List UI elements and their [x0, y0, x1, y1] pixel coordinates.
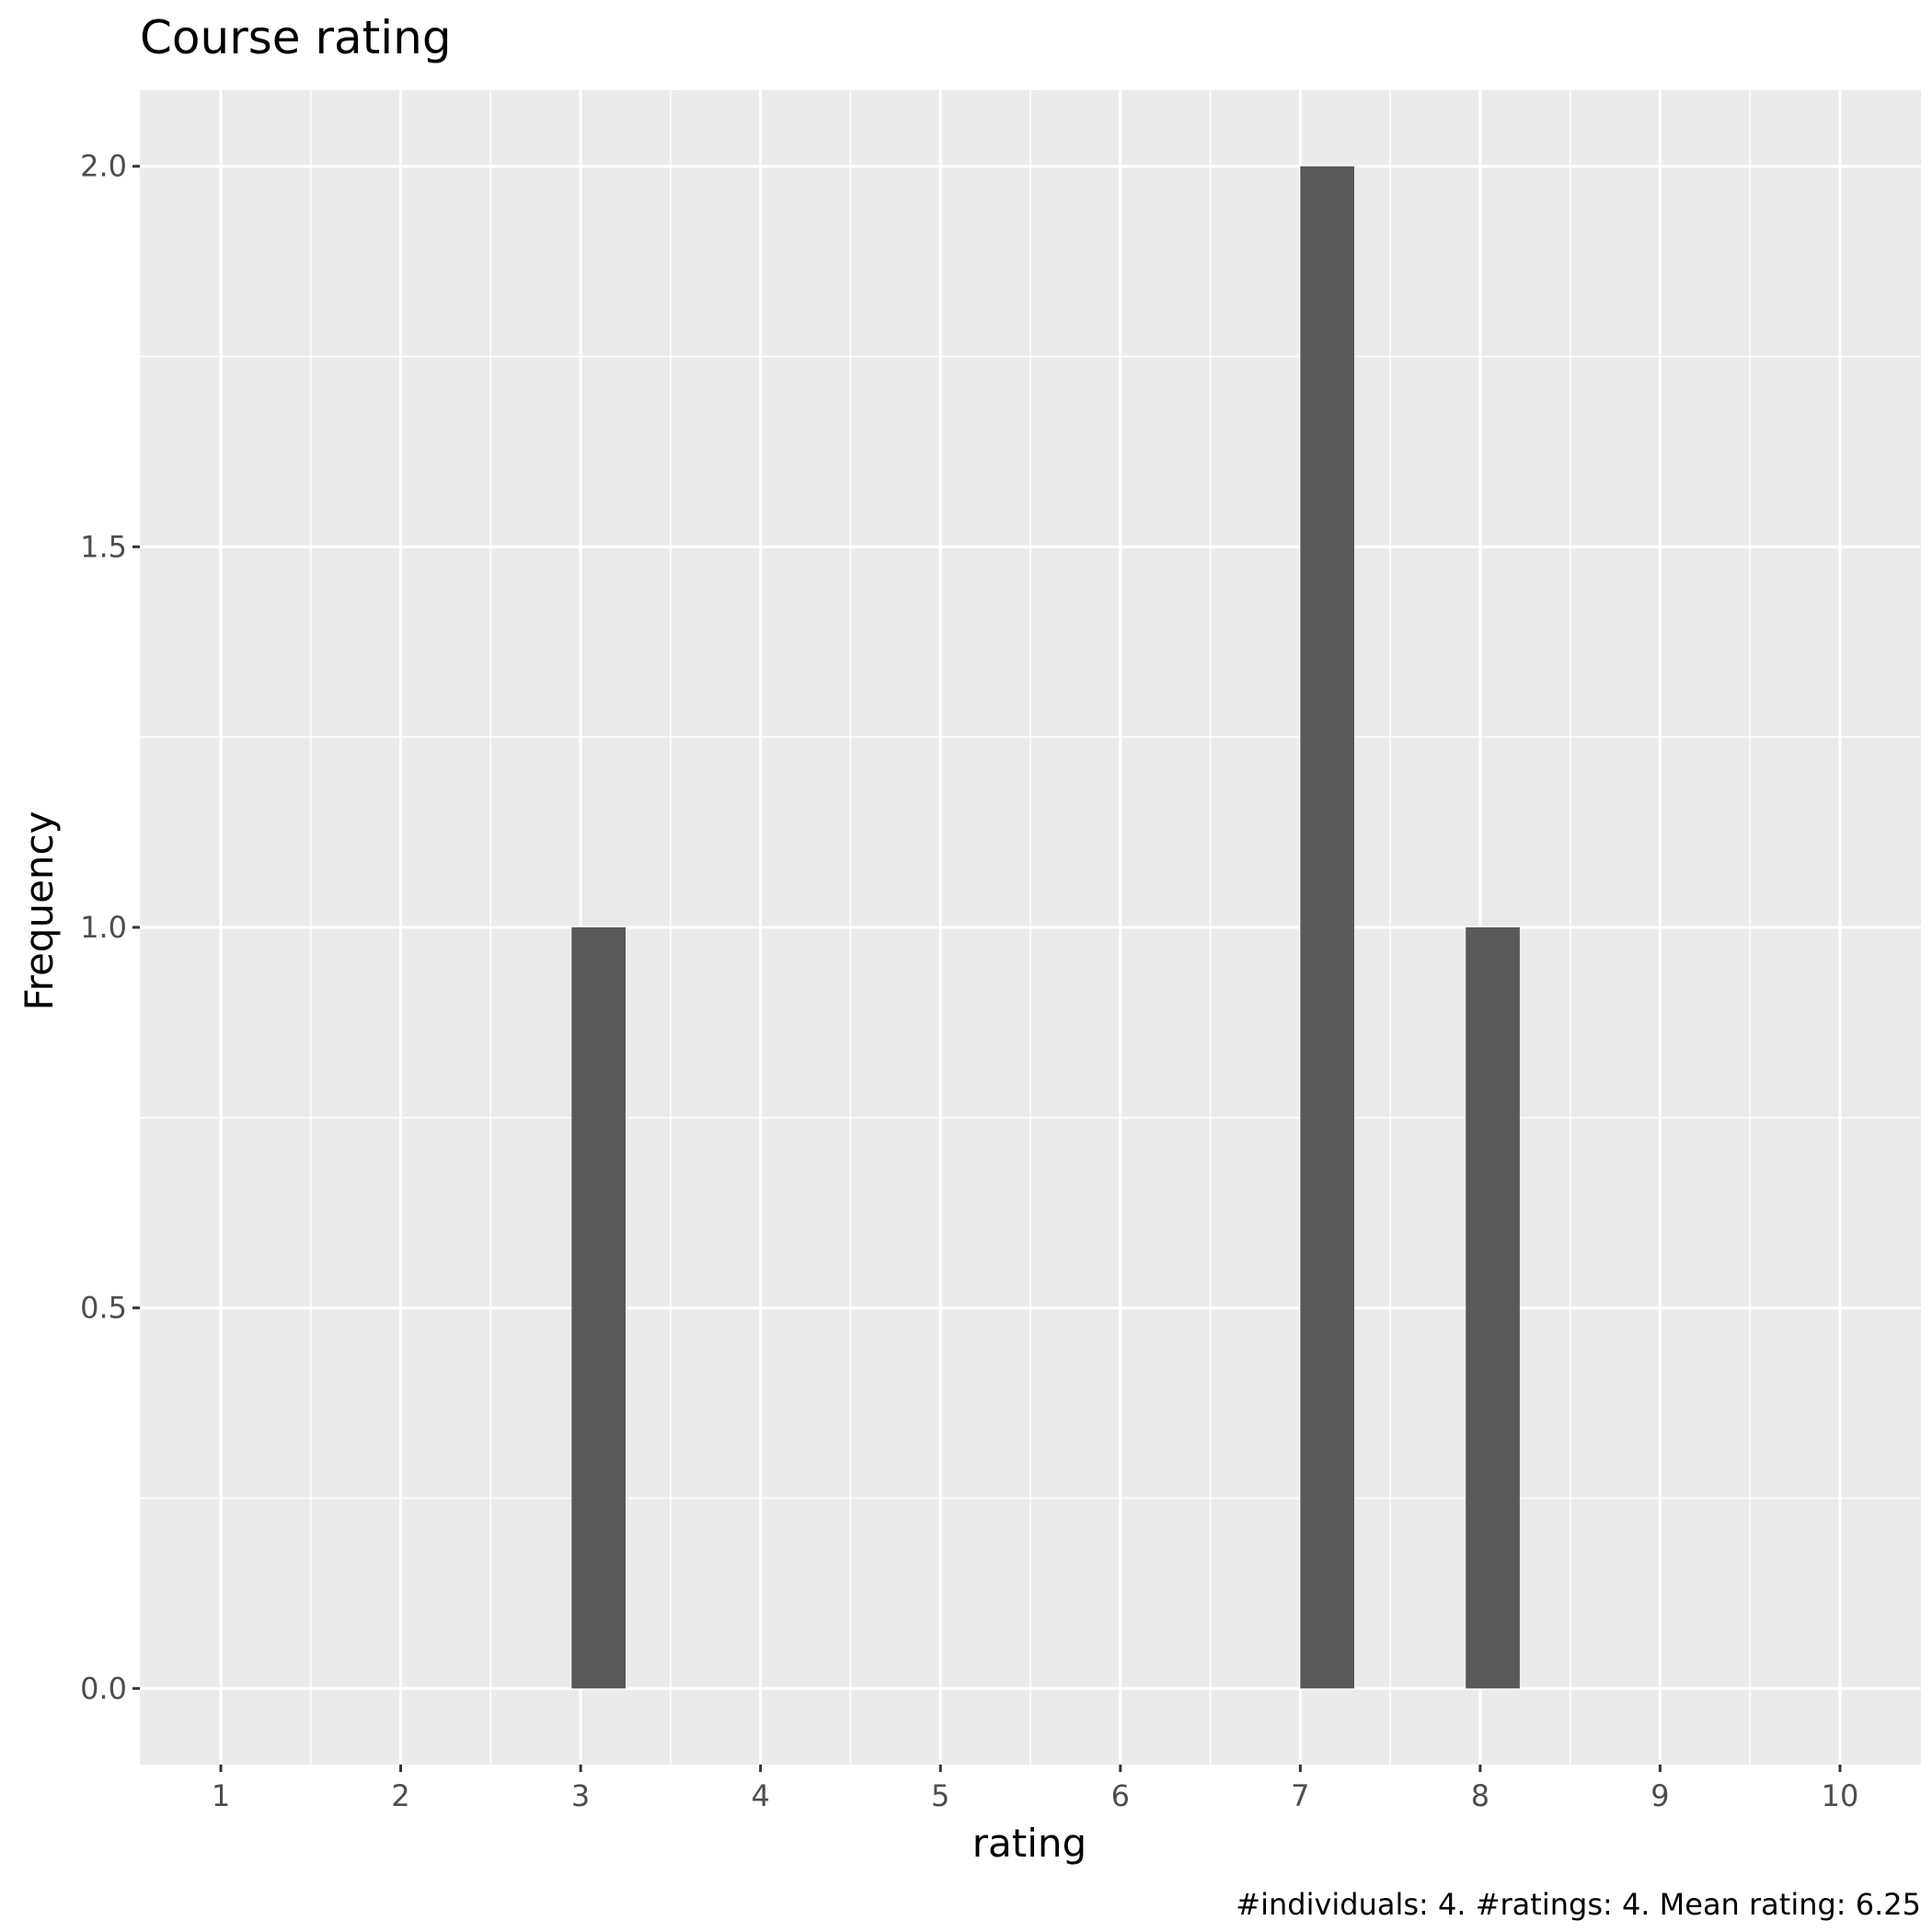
y-axis: 0.0 0.5 1.0 1.5 2.0: [80, 149, 140, 1706]
x-tick-label: 10: [1822, 1778, 1859, 1813]
y-tick-label: 0.0: [80, 1671, 127, 1706]
y-tick-label: 1.5: [80, 529, 127, 564]
y-tick-label: 1.0: [80, 910, 127, 945]
chart-caption: #individuals: 4. #ratings: 4. Mean ratin…: [1236, 1887, 1921, 1922]
x-axis: 1 2 3 4 5 6 7 8 9 10: [212, 1765, 1859, 1813]
chart-title: Course rating: [140, 11, 452, 64]
y-axis-title: Frequency: [17, 811, 62, 1011]
y-tick-label: 2.0: [80, 149, 127, 184]
x-tick-label: 7: [1291, 1778, 1309, 1813]
y-tick-label: 0.5: [80, 1291, 127, 1326]
x-tick-label: 9: [1650, 1778, 1669, 1813]
x-tick-label: 2: [391, 1778, 409, 1813]
bar: [571, 927, 626, 1689]
bars: [571, 166, 1520, 1689]
x-tick-label: 5: [931, 1778, 949, 1813]
x-axis-title: rating: [972, 1821, 1087, 1866]
bar: [1300, 166, 1354, 1689]
x-tick-label: 1: [212, 1778, 230, 1813]
x-tick-label: 4: [751, 1778, 769, 1813]
bar: [1466, 927, 1520, 1689]
x-tick-label: 3: [571, 1778, 590, 1813]
x-tick-label: 6: [1111, 1778, 1130, 1813]
x-tick-label: 8: [1471, 1778, 1489, 1813]
